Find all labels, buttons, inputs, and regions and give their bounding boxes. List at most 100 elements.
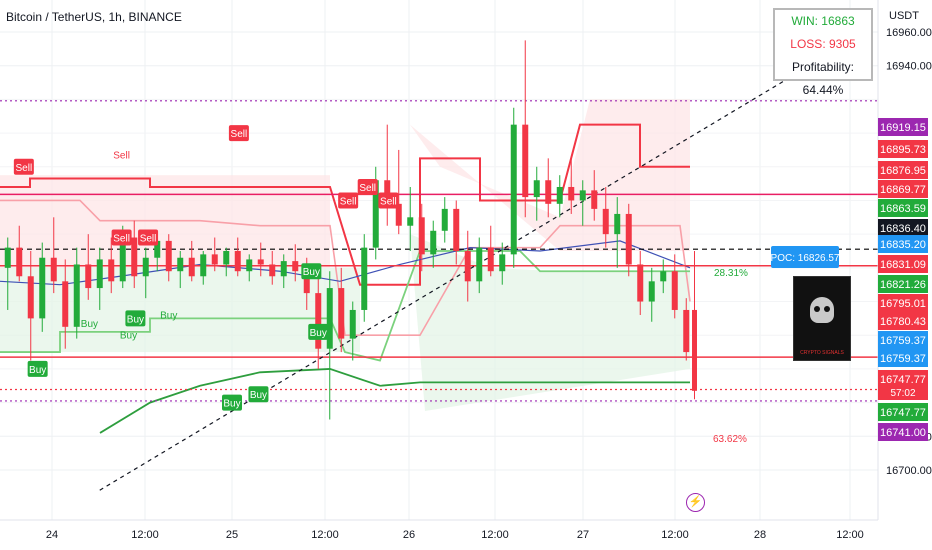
candle-body [142, 257, 149, 277]
poc-label-box [771, 246, 839, 268]
candle-body [464, 251, 471, 282]
candle-body [85, 264, 92, 289]
stats-panel: WIN: 16863 LOSS: 9305 Profitability: 64.… [773, 8, 873, 97]
price-axis-label [878, 161, 928, 179]
chart-title: Bitcoin / TetherUS, 1h, BINANCE [6, 10, 182, 24]
candle-body [430, 230, 437, 255]
buy-signal-box [27, 360, 48, 377]
candle-body [211, 254, 218, 265]
sell-signal-box [138, 229, 159, 246]
price-axis-label [878, 423, 928, 441]
price-axis-label [878, 199, 928, 217]
price-axis-label [878, 255, 928, 273]
sell-signal-label: Sell [380, 196, 397, 207]
price-axis-label-text: 16747.77 [880, 407, 926, 419]
candle-body [165, 240, 172, 272]
buy-signal-box [301, 263, 322, 280]
candle-body [108, 259, 115, 282]
candle-body [223, 251, 230, 265]
candle-body [326, 288, 333, 349]
candle-body [614, 213, 621, 235]
price-axis-label-text: 16869.77 [880, 184, 926, 196]
buy-signal-label: Buy [127, 314, 144, 325]
sell-signal-box [338, 192, 359, 209]
support-line [99, 368, 690, 434]
price-axis-label-text: 16780.43 [880, 316, 926, 328]
countdown-label: 57:02 [890, 388, 915, 399]
sell-signal-box [13, 158, 34, 175]
price-axis-label-text: 16741.00 [880, 427, 926, 439]
price-axis-label-text: 16759.37 [880, 353, 926, 365]
candle-body [4, 247, 11, 268]
candle-body [62, 281, 69, 327]
candle-body [648, 281, 655, 302]
candle-body [177, 257, 184, 272]
candle-body [39, 257, 46, 319]
price-axis-label-text: 16895.73 [880, 144, 926, 156]
brand-logo: CRYPTO SIGNALS [793, 276, 851, 361]
candle-body [545, 180, 552, 204]
time-axis-tick: 12:00 [131, 529, 159, 541]
candle-body [303, 271, 310, 294]
candle-body [96, 259, 103, 289]
percentage-label: 63.62% [713, 434, 747, 445]
buy-signal-label: Buy [120, 331, 137, 342]
buy-signal-label: Buy [223, 399, 240, 410]
candle-body [499, 254, 506, 272]
price-axis-label-text: 16863.59 [880, 203, 926, 215]
candle-body [257, 259, 264, 265]
candle-body [660, 271, 667, 282]
resistance-line [0, 199, 691, 337]
buy-signal-box [125, 310, 146, 327]
candle-body [418, 217, 425, 255]
candle-body [200, 254, 207, 277]
price-axis-label-text: 16836.40 [880, 223, 926, 235]
candle-body [372, 180, 379, 248]
sell-signal-box [228, 125, 249, 142]
price-axis-label [878, 294, 928, 312]
candle-body [602, 208, 609, 235]
candle-body [292, 261, 299, 272]
price-axis-label [878, 403, 928, 421]
candle-body [16, 247, 23, 277]
lightning-icon[interactable]: ⚡ [686, 493, 705, 512]
candle-body [234, 251, 241, 272]
time-axis-tick: 12:00 [311, 529, 339, 541]
candle-body [246, 259, 253, 272]
candle-body [556, 186, 563, 204]
time-axis-tick: 28 [754, 529, 766, 541]
sell-signal-label: Sell [140, 234, 157, 245]
time-axis-tick: 12:00 [481, 529, 509, 541]
price-axis-label [878, 235, 928, 253]
sell-signal-label: Sell [231, 129, 248, 140]
price-axis-label [878, 275, 928, 293]
sell-signal-label: Sell [113, 150, 130, 161]
candle-body [361, 247, 368, 310]
candle-body [280, 261, 287, 277]
price-axis-label [878, 370, 928, 400]
poc-label: POC: 16826.57 [771, 253, 840, 264]
candle-body [625, 213, 632, 265]
price-axis-label [878, 312, 928, 330]
candle-body [154, 240, 161, 258]
candle-body [579, 190, 586, 201]
time-axis-tick: 24 [46, 529, 58, 541]
price-axis-label-text: 16821.26 [880, 279, 926, 291]
candle-body [476, 247, 483, 282]
price-axis-tick: 16960.00 [886, 27, 932, 39]
price-axis-label [878, 349, 928, 367]
time-axis-tick: 27 [577, 529, 589, 541]
sell-signal-label: Sell [340, 196, 357, 207]
price-axis-label-text: 16835.20 [880, 239, 926, 251]
candle-body [27, 276, 34, 319]
candle-body [119, 237, 126, 282]
price-axis-label-text: 16876.95 [880, 165, 926, 177]
price-axis-label [878, 118, 928, 136]
price-axis-label-text: 16795.01 [880, 298, 926, 310]
bear-zone [410, 99, 690, 251]
price-axis-tick: 16940.00 [886, 61, 932, 73]
price-axis-label-text: 16919.15 [880, 122, 926, 134]
candle-body [269, 264, 276, 277]
price-axis-label [878, 331, 928, 349]
